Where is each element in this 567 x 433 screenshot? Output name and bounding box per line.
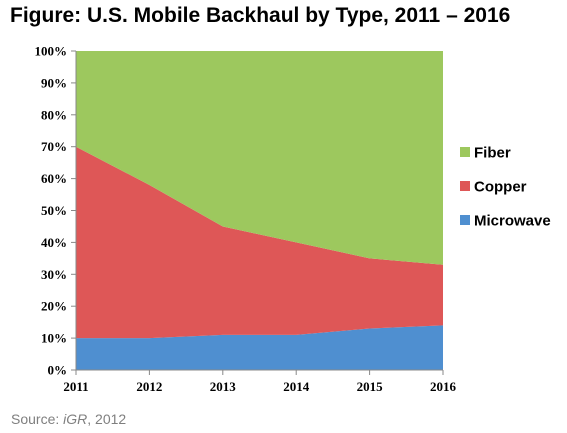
y-tick-label: 40%	[41, 235, 67, 250]
y-tick-label: 50%	[41, 203, 67, 218]
legend-label-fiber: Fiber	[474, 145, 511, 162]
y-axis-ticks: 0% 10% 20% 30% 40% 50% 60% 70% 80% 90% 100%	[35, 44, 76, 378]
y-tick-label: 80%	[41, 107, 67, 122]
y-tick-label: 20%	[41, 299, 67, 314]
x-tick-label: 2013	[210, 379, 237, 394]
x-tick-label: 2014	[283, 379, 310, 394]
chart-title: Figure: U.S. Mobile Backhaul by Type, 20…	[10, 4, 511, 27]
y-tick-label: 0%	[48, 363, 68, 378]
y-tick-label: 30%	[41, 267, 67, 282]
source-suffix: , 2012	[87, 411, 127, 427]
y-tick-label: 70%	[41, 139, 67, 154]
legend-swatch-microwave	[460, 215, 470, 225]
y-tick-label: 10%	[41, 331, 67, 346]
source-prefix: Source:	[11, 411, 64, 427]
area-microwave	[76, 325, 443, 370]
x-axis-ticks: 2011 2012 2013 2014 2015 2016	[63, 370, 457, 394]
source-name: iGR	[63, 411, 88, 427]
y-tick-label: 90%	[41, 75, 67, 90]
chart-areas	[76, 51, 443, 370]
y-tick-label: 60%	[41, 171, 67, 186]
x-tick-label: 2012	[136, 379, 162, 394]
legend-label-copper: Copper	[474, 179, 527, 196]
legend-swatch-fiber	[460, 147, 470, 157]
x-tick-label: 2016	[430, 379, 457, 394]
area-copper	[76, 146, 443, 339]
source-note: Source: iGR, 2012	[11, 411, 126, 427]
area-fiber	[76, 51, 443, 265]
x-tick-label: 2015	[357, 379, 384, 394]
legend-label-microwave: Microwave	[474, 213, 551, 230]
chart-legend: Fiber Copper Microwave	[460, 145, 551, 230]
legend-swatch-copper	[460, 181, 470, 191]
x-tick-label: 2011	[63, 379, 88, 394]
y-tick-label: 100%	[35, 44, 68, 59]
